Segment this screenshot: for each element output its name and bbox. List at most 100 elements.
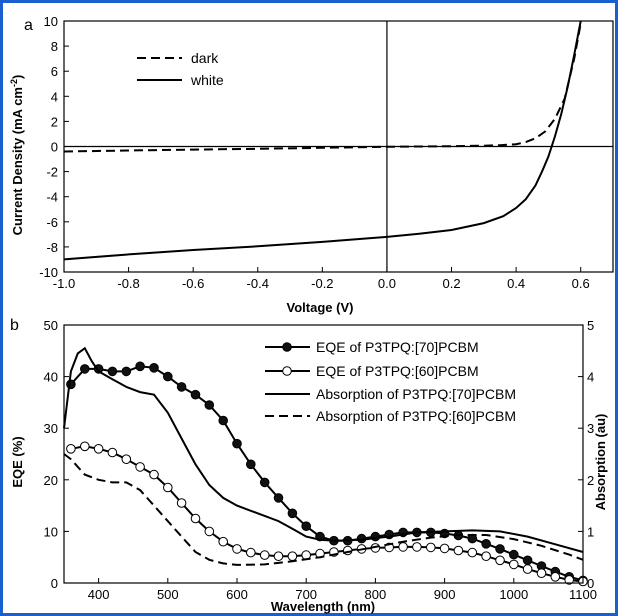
panel-b-series-1-point: [80, 441, 90, 452]
legend-white-label: white: [190, 72, 224, 88]
panel-b-series-1-point: [481, 551, 491, 562]
panel-a-x-tick-label: 0.6: [572, 276, 590, 291]
panel-b-series-1-point: [522, 564, 533, 574]
panel-b-right-y-ticks: 0 1 2 3 4 5: [578, 318, 594, 591]
panel-a-x-tick-label: -0.4: [247, 276, 269, 291]
panel-b-series-0-point: [190, 389, 201, 400]
panel-b-series-0-point: [273, 493, 284, 503]
legend-eqe60-marker: [282, 366, 292, 376]
panel-b-x-ticks: 400 500 600 700 800 900 1000 1100: [88, 578, 597, 602]
panel-a-x-tick-label: -0.2: [311, 276, 333, 291]
panel-b-series-0-point: [218, 415, 228, 426]
panel-b-series-1-point: [273, 551, 284, 562]
panel-b-y-label: EQE (%): [10, 436, 25, 487]
panel-a-y-tick-label: 0: [51, 140, 58, 155]
panel-b-series-1-point: [412, 542, 422, 552]
panel-a-label: a: [24, 17, 33, 34]
panel-b-y-tick-label: 20: [44, 473, 58, 488]
panel-b-series-1-point: [66, 444, 76, 454]
panel-b-right-y-tick-label: 5: [587, 318, 594, 333]
panel-b-series-0-point: [121, 366, 132, 377]
panel-b-right-y-label: Absorption (au): [593, 414, 608, 511]
panel-b-series-1-point: [564, 575, 575, 585]
panel-b-right-y-tick-label: 0: [587, 576, 594, 591]
panel-b-series-1-point: [232, 544, 242, 554]
panel-b-series-0-point: [481, 539, 491, 549]
panel-a-x-tick-label: 0.2: [442, 276, 460, 291]
panel-b-label: b: [10, 317, 19, 334]
panel-b-series-1-point: [163, 482, 173, 493]
panel-a-y-tick-label: 2: [51, 114, 58, 129]
panel-b-series-0-point: [80, 364, 90, 374]
panel-b-series-0-point: [176, 382, 187, 392]
panel-a-x-tick-label: -0.6: [182, 276, 204, 291]
panel-b-series-3-line: [63, 453, 584, 566]
panel-b-series-1-point: [149, 469, 159, 480]
panel-b-y-tick-label: 30: [44, 421, 58, 436]
panel-b-series-0-point: [135, 361, 145, 372]
legend-abs60-label: Absorption of P3TPQ:[60]PCBM: [316, 408, 516, 424]
panel-b-series-1-point: [218, 536, 228, 547]
panel-b-series-0-point: [495, 544, 505, 554]
panel-a-series-white-line: [63, 20, 582, 261]
legend-dark-label: dark: [191, 50, 219, 66]
panel-a-y-tick-label: -8: [46, 240, 58, 255]
panel-b-x-tick-label: 600: [226, 587, 248, 602]
panel-b-series-2-line: [63, 346, 584, 553]
legend-eqe60-label: EQE of P3TPQ:[60]PCBM: [316, 363, 479, 379]
panel-b-axes-box: [63, 324, 584, 584]
panel-b-series: [63, 346, 588, 587]
panel-b-right-y-tick-label: 4: [587, 370, 594, 385]
panel-b-x-label: Wavelength (nm): [271, 599, 375, 614]
panel-b-series-1-point: [176, 498, 187, 508]
panel-b-series-0-point: [509, 549, 519, 560]
panel-a-zero-lines: [64, 21, 613, 272]
panel-b-series-1-point: [426, 542, 436, 553]
panel-a-y-tick-label: 6: [51, 64, 58, 79]
panel-a-y-tick-label: 8: [51, 39, 58, 54]
panel-b-y-tick-label: 50: [44, 318, 58, 333]
panel-b-y-tick-label: 40: [44, 370, 58, 385]
panel-b-series-0-point: [287, 508, 298, 519]
panel-b-series-1-point: [439, 543, 450, 554]
panel-b-series-0-point: [259, 477, 270, 488]
panel-b-x-tick-label: 1000: [499, 587, 528, 602]
panel-b-series-1-point: [259, 550, 270, 560]
panel-a-y-label-sup: -2: [9, 79, 19, 87]
panel-b-series-1-point: [398, 542, 408, 552]
panel-b-series-0-point: [163, 371, 173, 382]
panel-b-series-0-point: [204, 400, 215, 410]
panel-b-series-1-point: [107, 447, 118, 458]
panel-a-series-dark-line: [63, 23, 582, 153]
panel-b-series-1-point: [509, 559, 519, 570]
panel-b-series-1-point: [135, 462, 145, 472]
panel-b-series-1-point: [467, 547, 478, 558]
panel-b-y-tick-label: 0: [51, 576, 58, 591]
panel-b-legend: EQE of P3TPQ:[70]PCBM EQE of P3TPQ:[60]P…: [265, 339, 516, 424]
panel-a-legend: dark white: [137, 50, 224, 88]
panel-b-series-1-point: [93, 444, 104, 454]
panel-a-x-tick-label: 0.0: [378, 276, 396, 291]
panel-b-series-1-point: [550, 572, 561, 582]
panel-b-right-y-tick-label: 2: [587, 473, 594, 488]
legend-eqe70-label: EQE of P3TPQ:[70]PCBM: [316, 339, 479, 355]
panel-b-series-0-point: [149, 363, 159, 373]
panel-b-series-0-point: [370, 531, 381, 542]
panel-a-series: [63, 20, 582, 261]
panel-b-x-tick-label: 800: [365, 587, 387, 602]
panel-b-x-tick-label: 500: [157, 587, 179, 602]
panel-b-series-0-point: [301, 521, 312, 532]
panel-b-x-tick-label: 700: [295, 587, 317, 602]
panel-a-y-tick-label: 10: [44, 14, 58, 29]
panel-a-y-tick-label: -6: [46, 215, 58, 230]
panel-b-series-1-point: [121, 454, 132, 465]
panel-b-series-0-point: [66, 379, 76, 390]
panel-a-y-tick-label: -2: [46, 165, 58, 180]
panel-a-x-label: Voltage (V): [287, 300, 354, 315]
panel-b-x-tick-label: 900: [434, 587, 456, 602]
panel-b-series-1-point: [536, 568, 547, 579]
panel-a: -1.0 -0.8 -0.6 -0.4 -0.2 0.0 0.2 0.4 0.6 -10 -8 -6…: [9, 14, 614, 315]
panel-b-series-1-line: [70, 445, 584, 583]
panel-a-x-tick-label: 0.4: [507, 276, 525, 291]
